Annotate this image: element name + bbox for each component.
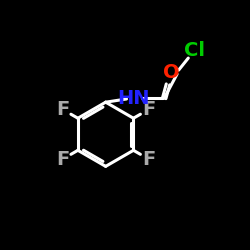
Text: F: F [142,150,155,169]
Text: F: F [142,100,155,119]
Text: F: F [56,100,69,119]
Text: HN: HN [118,89,150,108]
Text: Cl: Cl [184,41,205,60]
Text: O: O [163,63,180,82]
Text: F: F [56,150,69,169]
